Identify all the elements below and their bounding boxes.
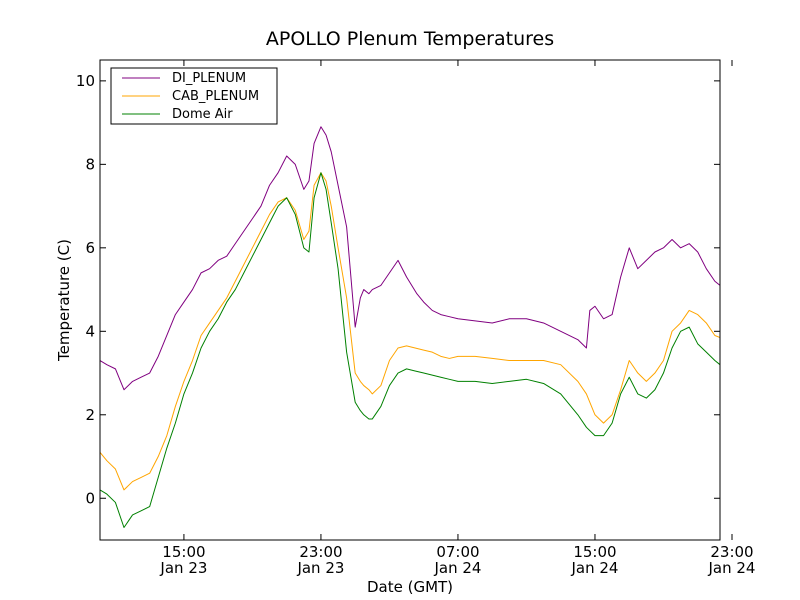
x-tick-label-time: 23:00 [710, 543, 753, 561]
series-line-cab-plenum [100, 172, 720, 491]
x-tick-label-date: Jan 24 [433, 559, 481, 577]
x-tick-label-time: 15:00 [162, 543, 205, 561]
x-tick-label-date: Jan 24 [707, 559, 755, 577]
x-tick-label-time: 23:00 [299, 543, 342, 561]
series-layer [100, 126, 720, 528]
x-tick-label-time: 07:00 [436, 543, 479, 561]
y-tick-label: 0 [85, 489, 95, 507]
y-tick-label: 6 [85, 239, 95, 257]
y-tick-label: 2 [85, 406, 95, 424]
x-axis-label: Date (GMT) [367, 578, 453, 596]
y-tick-label: 10 [76, 72, 95, 90]
chart-title: APOLLO Plenum Temperatures [266, 28, 554, 50]
y-tick-label: 4 [85, 322, 95, 340]
legend-label-di-plenum: DI_PLENUM [172, 71, 246, 86]
y-tick-label: 8 [85, 155, 95, 173]
series-line-di-plenum [100, 126, 720, 391]
x-tick-label-time: 15:00 [573, 543, 616, 561]
legend-label-dome-air: Dome Air [172, 107, 233, 122]
plot-frame [99, 59, 721, 541]
x-tick-label-date: Jan 23 [159, 559, 207, 577]
x-tick-label-date: Jan 23 [296, 559, 344, 577]
x-tick-label-date: Jan 24 [570, 559, 618, 577]
y-axis-label: Temperature (C) [55, 239, 73, 362]
series-line-dome-air [100, 172, 720, 528]
legend: DI_PLENUM CAB_PLENUM Dome Air [110, 67, 278, 125]
legend-label-cab-plenum: CAB_PLENUM [172, 89, 259, 104]
